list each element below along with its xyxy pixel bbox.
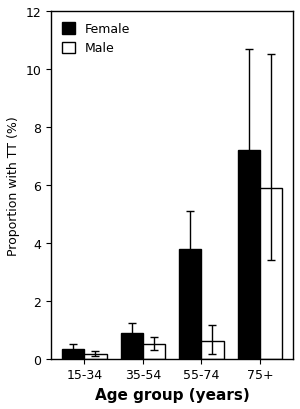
Legend: Female, Male: Female, Male — [57, 18, 135, 60]
Bar — [201, 342, 224, 359]
X-axis label: Age group (years): Age group (years) — [95, 387, 250, 402]
Y-axis label: Proportion with TT (%): Proportion with TT (%) — [7, 116, 20, 255]
Bar — [62, 349, 84, 359]
Bar — [260, 188, 282, 359]
Bar — [121, 333, 143, 359]
Bar — [238, 151, 260, 359]
Bar — [84, 354, 106, 359]
Bar — [179, 249, 201, 359]
Bar — [143, 344, 165, 359]
